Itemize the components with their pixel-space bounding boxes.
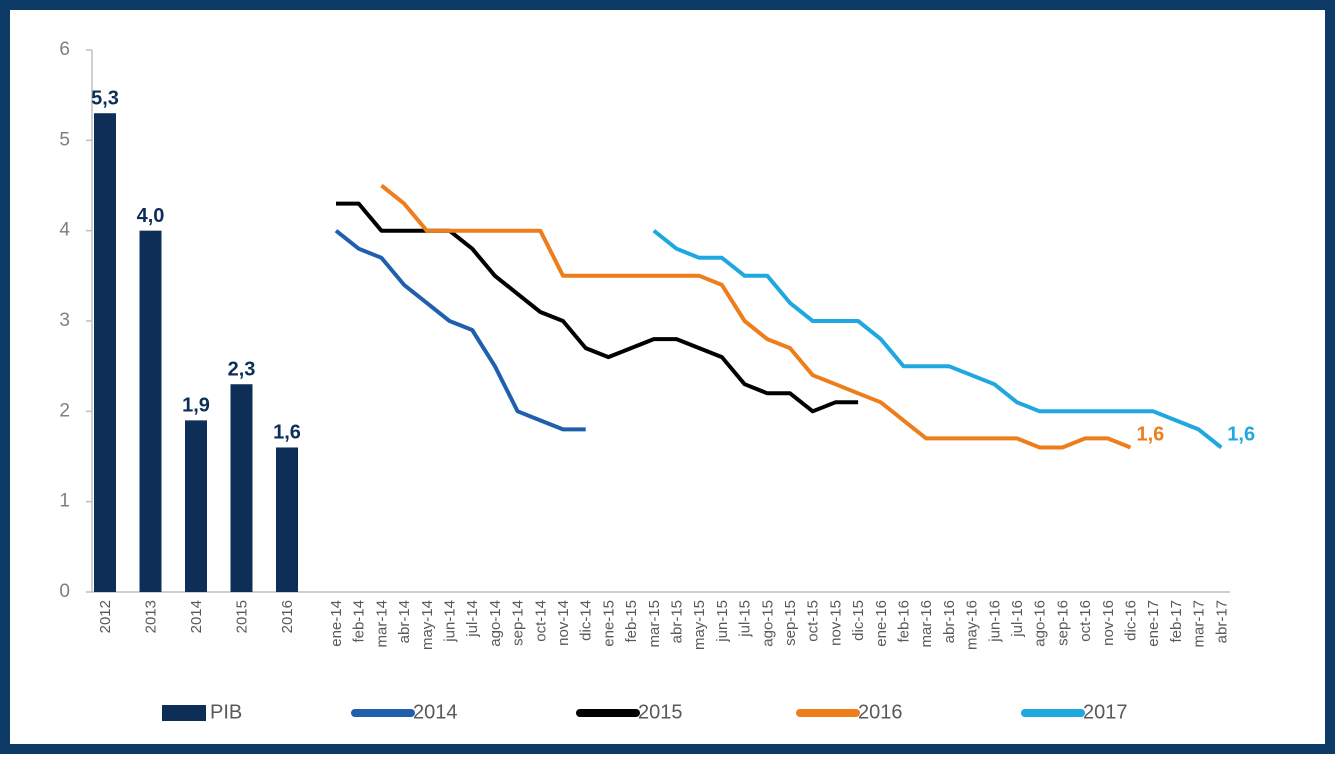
x-tick-label: may-16 [964, 600, 981, 650]
x-tick-label: ene-15 [600, 600, 617, 647]
x-tick-label: 2013 [142, 600, 159, 633]
y-tick-label: 5 [59, 129, 70, 150]
x-tick-label: feb-15 [623, 600, 640, 643]
x-tick-label: oct-15 [805, 600, 822, 642]
x-tick-label: may-15 [691, 600, 708, 650]
x-tick-label: sep-16 [1054, 600, 1071, 646]
x-tick-label: abr-17 [1213, 600, 1230, 643]
bar-value-label: 1,9 [182, 395, 210, 417]
x-tick-label: ago-16 [1032, 600, 1049, 647]
y-tick-label: 0 [59, 581, 70, 602]
x-tick-label: abr-14 [396, 600, 413, 643]
bar [94, 113, 116, 592]
legend-label: 2016 [858, 701, 903, 723]
x-tick-label: 2015 [233, 600, 250, 633]
line-series [380, 183, 1132, 450]
x-tick-label: sep-15 [782, 600, 799, 646]
x-tick-label: 2014 [188, 600, 205, 633]
x-tick-label: dic-16 [1122, 600, 1139, 641]
bar-value-label: 2,3 [228, 359, 256, 381]
line-series [334, 229, 586, 432]
legend-label: PIB [210, 701, 242, 723]
bar [185, 420, 207, 592]
x-tick-label: feb-17 [1168, 600, 1185, 643]
x-tick-label: ene-14 [328, 600, 345, 647]
x-tick-label: dic-15 [850, 600, 867, 641]
bar [139, 230, 162, 592]
x-tick-label: nov-15 [827, 600, 844, 646]
x-tick-label: jun-15 [714, 600, 731, 643]
x-tick-label: jul-16 [1009, 600, 1026, 638]
bar [230, 384, 253, 592]
x-tick-label: jun-14 [441, 600, 458, 643]
legend-label: 2015 [638, 701, 683, 723]
x-tick-label: jun-16 [986, 600, 1003, 643]
y-tick-label: 3 [59, 310, 70, 331]
y-tick-label: 1 [59, 491, 70, 512]
x-tick-label: jul-15 [737, 600, 754, 638]
x-tick-label: ene-16 [873, 600, 890, 647]
x-tick-label: 2012 [97, 600, 114, 633]
end-value-label: 1,6 [1227, 424, 1255, 446]
end-value-label: 1,6 [1137, 424, 1165, 446]
x-tick-label: oct-14 [532, 600, 549, 642]
x-tick-label: mar-17 [1191, 600, 1208, 648]
x-tick-label: abr-16 [941, 600, 958, 643]
legend-label: 2014 [413, 701, 458, 723]
bar-value-label: 4,0 [137, 205, 165, 227]
x-tick-label: mar-16 [918, 600, 935, 648]
x-tick-label: ene-17 [1145, 600, 1162, 647]
y-tick-label: 2 [59, 400, 70, 421]
x-tick-label: mar-15 [646, 600, 663, 648]
line-series [336, 201, 859, 414]
y-tick-label: 6 [59, 39, 70, 60]
bar-value-label: 5,3 [91, 88, 119, 110]
x-tick-label: may-14 [419, 600, 436, 650]
x-tick-label: mar-14 [373, 600, 390, 648]
x-tick-label: nov-16 [1100, 600, 1117, 646]
x-tick-label: abr-15 [668, 600, 685, 643]
x-tick-label: oct-16 [1077, 600, 1094, 642]
y-tick-label: 4 [59, 220, 70, 241]
x-tick-label: ago-14 [487, 600, 504, 647]
x-tick-label: jul-14 [464, 600, 481, 638]
x-tick-label: ago-15 [759, 600, 776, 647]
x-tick-label: dic-14 [578, 600, 595, 641]
legend-label: 2017 [1083, 701, 1128, 723]
x-tick-label: feb-16 [895, 600, 912, 643]
x-tick-label: 2016 [279, 600, 296, 633]
x-tick-label: feb-14 [351, 600, 368, 643]
legend-swatch [162, 705, 206, 721]
bar [276, 447, 298, 592]
bar-value-label: 1,6 [273, 422, 301, 444]
line-series [652, 229, 1223, 450]
x-tick-label: nov-14 [555, 600, 572, 646]
x-tick-label: sep-14 [510, 600, 527, 646]
